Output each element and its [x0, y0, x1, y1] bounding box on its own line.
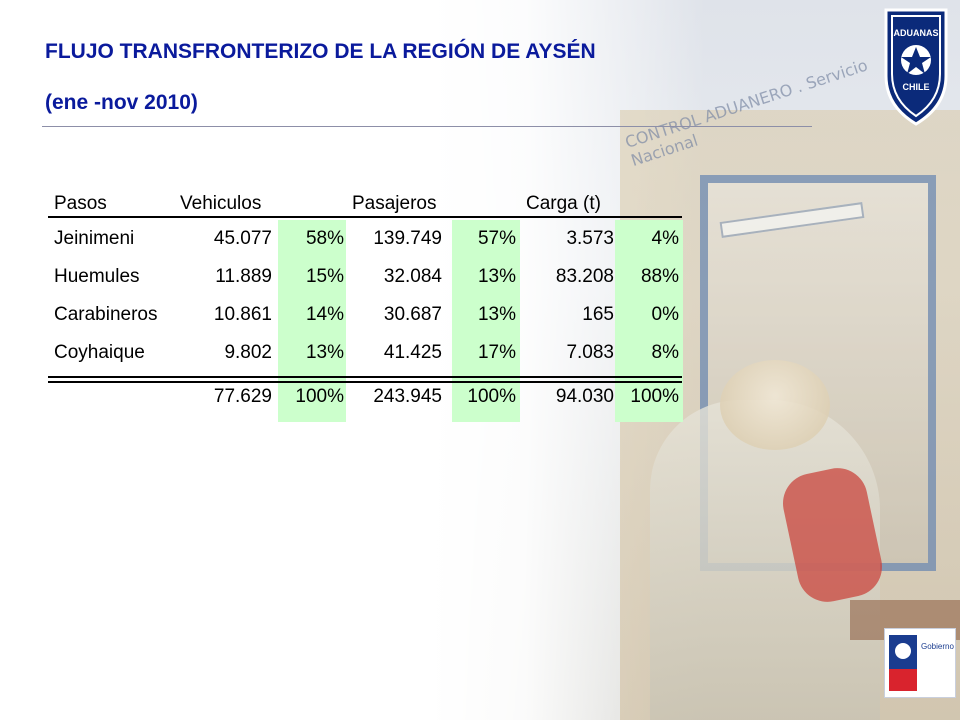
cell-pasajeros-pct: 57%	[477, 228, 516, 249]
cell-vehiculos: 10.861	[213, 304, 272, 325]
total-vehiculos: 77.629	[213, 386, 272, 407]
total-rule-upper	[48, 376, 682, 378]
aduanas-text-top: ADUANAS	[894, 28, 939, 38]
cell-vehiculos: 45.077	[213, 228, 272, 249]
aduanas-chile-shield-logo: ADUANAS CHILE	[880, 6, 952, 128]
cell-pasajeros: 30.687	[383, 304, 442, 325]
cell-pasajeros-pct: 13%	[477, 266, 516, 287]
table-row: Jeinimeni 45.077 58% 139.749 57% 3.573 4…	[48, 220, 682, 258]
slide-title: FLUJO TRANSFRONTERIZO DE LA REGIÓN DE AY…	[45, 40, 596, 63]
cell-vehiculos: 11.889	[215, 266, 272, 287]
aduanas-text-bottom: CHILE	[903, 82, 930, 92]
cell-vehiculos-pct: 58%	[305, 228, 344, 249]
cell-carga: 7.083	[566, 342, 614, 363]
vehiculos-pct-highlight	[278, 220, 346, 422]
header-pasajeros: Pasajeros	[352, 193, 437, 214]
cell-carga: 3.573	[566, 228, 614, 249]
data-table: Pasos Vehiculos Pasajeros Carga (t) Jein…	[48, 188, 683, 422]
cell-vehiculos-pct: 13%	[305, 342, 344, 363]
table-total-row: 77.629 100% 243.945 100% 94.030 100%	[48, 378, 682, 416]
table-row: Huemules 11.889 15% 32.084 13% 83.208 88…	[48, 258, 682, 296]
header-carga: Carga (t)	[526, 193, 601, 214]
cell-vehiculos-pct: 15%	[305, 266, 344, 287]
cell-vehiculos-pct: 14%	[305, 304, 344, 325]
cell-vehiculos: 9.802	[224, 342, 272, 363]
title-divider	[42, 126, 812, 127]
total-pasajeros-pct: 100%	[467, 386, 516, 407]
table-header-row: Pasos Vehiculos Pasajeros Carga (t)	[48, 188, 682, 220]
cell-paso: Jeinimeni	[54, 228, 135, 249]
cell-carga-pct: 0%	[651, 304, 679, 325]
background-photo: CONTROL ADUANERO . Servicio Nacional	[430, 0, 960, 720]
total-carga-pct: 100%	[630, 386, 679, 407]
cell-carga: 83.208	[555, 266, 614, 287]
carga-pct-highlight	[615, 220, 683, 422]
cell-paso: Huemules	[54, 266, 140, 287]
total-pasajeros: 243.945	[373, 386, 442, 407]
cell-pasajeros: 139.749	[373, 228, 442, 249]
cell-paso: Carabineros	[54, 304, 158, 325]
cell-pasajeros: 32.084	[383, 266, 442, 287]
cell-carga: 165	[582, 304, 614, 325]
table-row: Carabineros 10.861 14% 30.687 13% 165 0%	[48, 296, 682, 334]
header-pasos: Pasos	[54, 193, 107, 214]
cell-paso: Coyhaique	[54, 342, 145, 363]
total-vehiculos-pct: 100%	[295, 386, 344, 407]
cell-carga-pct: 88%	[640, 266, 679, 287]
pasajeros-pct-highlight	[452, 220, 520, 422]
total-rule-lower	[48, 381, 682, 383]
table-row: Coyhaique 9.802 13% 41.425 17% 7.083 8%	[48, 334, 682, 372]
gobierno-de-chile-logo: Gobierno de Chile	[884, 628, 960, 698]
cell-pasajeros-pct: 17%	[477, 342, 516, 363]
cell-carga-pct: 4%	[651, 228, 679, 249]
cell-pasajeros: 41.425	[383, 342, 442, 363]
cell-carga-pct: 8%	[651, 342, 679, 363]
header-vehiculos: Vehiculos	[180, 193, 262, 214]
cell-pasajeros-pct: 13%	[477, 304, 516, 325]
slide-subtitle: (ene -nov 2010)	[45, 91, 198, 114]
header-rule	[48, 216, 682, 218]
total-carga: 94.030	[555, 386, 614, 407]
gobierno-logo-text: Gobierno de Chile	[921, 642, 955, 651]
photo-person-head	[720, 360, 830, 450]
